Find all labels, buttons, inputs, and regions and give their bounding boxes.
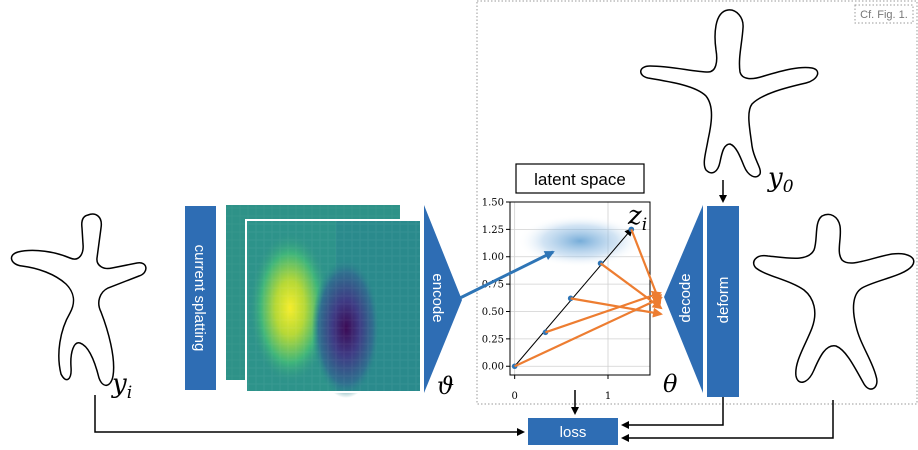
- encode-label: encode: [429, 273, 446, 322]
- symbol-z-i: zi: [627, 201, 647, 235]
- decode-block: [664, 205, 703, 393]
- x-tick-label: 1: [605, 391, 611, 402]
- symbol-theta: θ: [663, 370, 678, 398]
- encode-block: [424, 205, 462, 393]
- y-tick-label: 1.00: [482, 252, 504, 263]
- symbol-vartheta: ϑ: [437, 372, 454, 400]
- deform-label: deform: [715, 277, 732, 324]
- heatmap-front: [245, 219, 422, 398]
- target-to-loss-connector: [621, 400, 834, 442]
- symbol-y-0: y0: [767, 163, 794, 197]
- reference-note-box: [854, 4, 914, 24]
- loss-box: [528, 418, 618, 445]
- latent-chart: latent space 0.00 0.25 0.50 0.75 1.00 1.25 1.5…: [482, 163, 651, 402]
- symbol-y-i: yi: [111, 369, 132, 403]
- y-tick-label: 0.50: [482, 307, 504, 318]
- decode-arrow-0: [514, 296, 663, 368]
- y-i-to-loss-connector: [94, 395, 525, 436]
- decode-arrow-3: [599, 262, 663, 310]
- encode-to-latent-arrow: [459, 250, 555, 300]
- y-tick-label: 0.00: [482, 362, 504, 373]
- current-splatting-block: [185, 206, 216, 390]
- plot-area-frame: [509, 201, 651, 376]
- x-tick-label: 0: [511, 391, 517, 402]
- decode-arrow-1: [545, 290, 662, 334]
- reference-frame: [476, 0, 918, 405]
- shape-y-0: [640, 9, 819, 178]
- shape-y-i: [10, 213, 147, 386]
- decode-arrow-2: [570, 297, 663, 318]
- reference-note: Cf. Fig. 1.: [860, 9, 908, 21]
- latent-title-box: [515, 163, 645, 194]
- decode-arrow-4: [630, 228, 662, 305]
- y-tick-label: 0.25: [482, 334, 504, 345]
- latent-title: latent space: [534, 170, 626, 189]
- decode-label: decode: [677, 273, 694, 322]
- y-tick-label: 1.25: [482, 225, 504, 236]
- y-tick-label: 1.50: [482, 198, 504, 209]
- deform-to-loss-connector: [621, 397, 724, 429]
- deform-block: [707, 206, 739, 397]
- current-splatting-label: current splatting: [191, 245, 208, 352]
- loss-label: loss: [560, 424, 587, 441]
- y-tick-label: 0.75: [482, 280, 504, 291]
- shape-deformed: [752, 213, 915, 390]
